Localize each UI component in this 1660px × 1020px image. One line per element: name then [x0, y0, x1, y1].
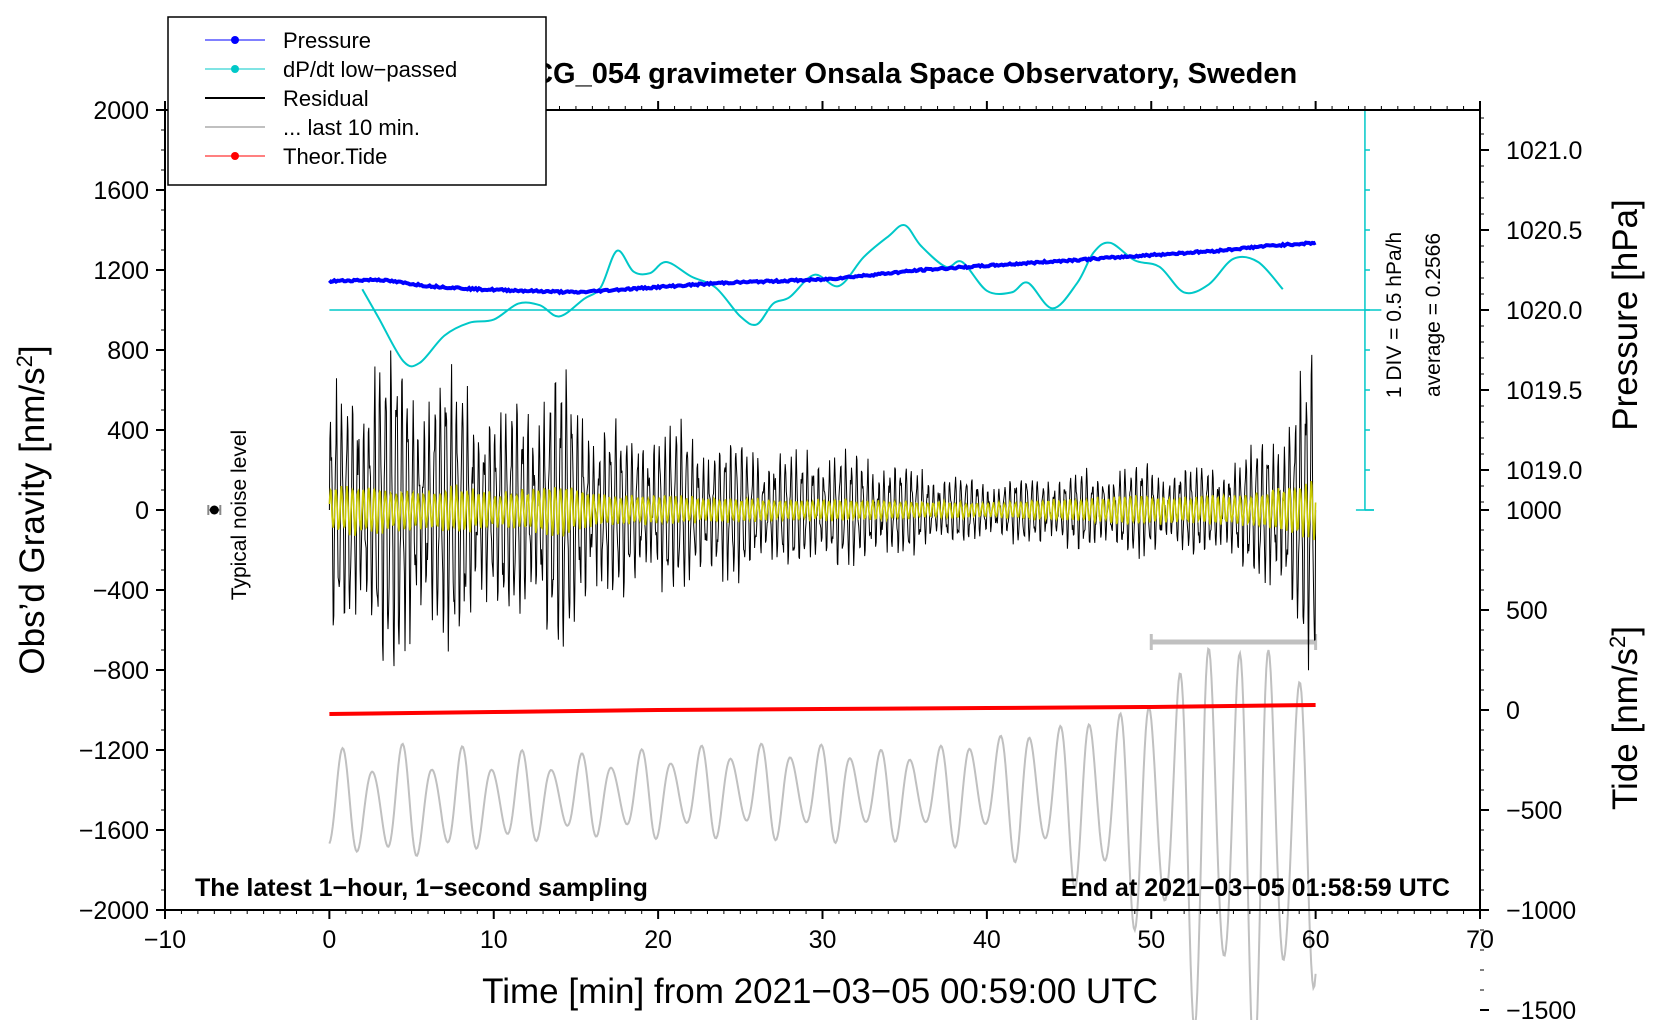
footer-right: End at 2021−03−05 01:58:59 UTC: [1061, 874, 1450, 902]
legend-marker: [231, 65, 239, 73]
noise-level-marker: [209, 505, 219, 515]
chart-title: SCG_054 gravimeter Onsala Space Observat…: [513, 58, 1297, 90]
y-tick-label: −1600: [79, 817, 149, 845]
legend-box: [167, 16, 547, 186]
legend-label: ... last 10 min.: [283, 115, 420, 140]
y-tick-label: 2000: [93, 97, 149, 125]
legend-label: dP/dt low−passed: [283, 57, 457, 82]
legend-items: Pressure dP/dt low−passed Residual ... last…: [205, 28, 457, 169]
y-tick-label: −1200: [79, 737, 149, 765]
pressure-tick-label: 1019.5: [1506, 377, 1582, 405]
pressure-tick-label: 1019.0: [1506, 457, 1582, 485]
tide-tick-label: −500: [1506, 797, 1562, 825]
tide-tick-label: −1500: [1506, 997, 1576, 1020]
noise-level-label: Typical noise level: [228, 430, 251, 600]
x-tick-label: 20: [644, 926, 672, 954]
x-tick-label: 30: [809, 926, 837, 954]
y-tick-label: 800: [107, 337, 149, 365]
y-tick-label: 400: [107, 417, 149, 445]
y-tick-label: −800: [93, 657, 149, 685]
footer-left: The latest 1−hour, 1−second sampling: [195, 874, 648, 902]
last10-layer: [328, 634, 1318, 1020]
y-label-tide-sup: 2: [1605, 636, 1630, 648]
x-tick-label: 0: [322, 926, 336, 954]
dpdt-layer: [329, 109, 1382, 511]
dpdt-average-label: average = 0.2566: [1422, 233, 1445, 397]
pressure-tick-label: 1020.5: [1506, 217, 1582, 245]
legend-label: Residual: [283, 86, 369, 111]
y-label-tide-main: Tide [nm/s: [1606, 648, 1645, 810]
x-axis-label: Time [min] from 2021−03−05 00:59:00 UTC: [482, 972, 1158, 1011]
x-tick-label: 70: [1466, 926, 1494, 954]
legend-item: Pressure: [205, 28, 371, 53]
legend-marker: [231, 36, 239, 44]
y-tick-label: 1600: [93, 177, 149, 205]
y-axis-label-tide: Tide [nm/s2]: [1605, 626, 1645, 810]
pressure-series-line: [328, 240, 1317, 296]
tide-tick-label: 1000: [1506, 497, 1562, 525]
x-tick-label: 10: [480, 926, 508, 954]
legend-item: Residual: [205, 86, 369, 111]
last10-series-line: [328, 646, 1317, 1020]
y-label-gravity-main: Obs’d Gravity [nm/s: [13, 367, 52, 674]
misc-layer: [207, 505, 222, 515]
legend-label: Theor.Tide: [283, 144, 387, 169]
y-tick-label: −400: [93, 577, 149, 605]
y-axis-label-gravity: Obs’d Gravity [nm/s2]: [12, 345, 52, 674]
ticks-layer: −10 0 10 20 30 40 50 60 70 2000 1600 1200 800 400 0 −40…: [79, 97, 1583, 1020]
pressure-tick-label: 1021.0: [1506, 137, 1582, 165]
legend-marker: [231, 152, 239, 160]
tide-tick-label: 0: [1506, 697, 1520, 725]
legend-item: Theor.Tide: [205, 144, 387, 169]
y-axis-label-pressure: Pressure [hPa]: [1606, 199, 1645, 431]
tide-tick-label: −1000: [1506, 897, 1576, 925]
x-tick-label: 40: [973, 926, 1001, 954]
legend: Pressure dP/dt low−passed Residual ... last…: [167, 16, 547, 186]
y-label-tide-close: ]: [1606, 626, 1645, 636]
residual-layer: [328, 350, 1317, 671]
legend-item: ... last 10 min.: [205, 115, 420, 140]
legend-label: Pressure: [283, 28, 371, 53]
y-label-gravity-close: ]: [13, 345, 52, 355]
x-tick-label: 60: [1302, 926, 1330, 954]
dpdt-series-line: [361, 224, 1284, 368]
tide-layer: [329, 703, 1316, 716]
y-tick-label: 0: [135, 497, 149, 525]
y-tick-label: −2000: [79, 897, 149, 925]
residual-lowpass-series-line: [328, 480, 1317, 541]
y-label-gravity-sup: 2: [12, 355, 37, 367]
theor-tide-series-line: [329, 703, 1316, 716]
x-tick-label: 50: [1137, 926, 1165, 954]
legend-item: dP/dt low−passed: [205, 57, 457, 82]
pressure-layer: [328, 240, 1317, 296]
tide-tick-label: 500: [1506, 597, 1548, 625]
pressure-tick-label: 1020.0: [1506, 297, 1582, 325]
y-tick-label: 1200: [93, 257, 149, 285]
dpdt-scale-label: 1 DIV = 0.5 hPa/h: [1383, 232, 1406, 398]
x-tick-label: −10: [144, 926, 186, 954]
